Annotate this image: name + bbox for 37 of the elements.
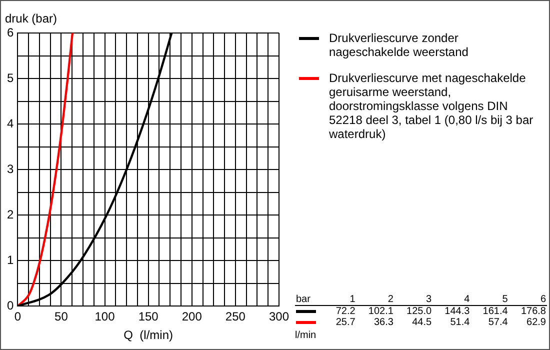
x-tick-label: 50: [54, 310, 68, 324]
text: 62.9: [526, 317, 547, 328]
text: 3: [394, 294, 433, 306]
y-tick-label: 4: [6, 116, 14, 130]
text: 57.4: [487, 317, 509, 328]
text: 2: [356, 294, 394, 306]
text: bar: [295, 294, 326, 306]
text: 6: [508, 294, 547, 306]
y-tick-label: 6: [6, 25, 14, 40]
text: 125.0: [406, 306, 433, 317]
text: 161.4: [482, 306, 509, 317]
y-tick-label: 2: [6, 207, 14, 222]
x-tick-label: 200: [182, 310, 202, 324]
y-tick-label: 1: [6, 252, 14, 267]
x-tick-label: 150: [138, 310, 159, 324]
text: 5: [470, 294, 509, 306]
y-tick-label: 5: [6, 70, 14, 85]
text: 102.1: [367, 306, 394, 317]
text: 44.5: [411, 317, 433, 328]
text: 36.3: [372, 317, 394, 328]
text: 72.2: [334, 306, 356, 317]
x-tick-label: 100: [94, 310, 116, 324]
y-tick-label: 3: [6, 162, 14, 176]
text: 4: [432, 294, 471, 306]
x-tick-label: 300: [268, 310, 290, 324]
x-tick-label: 250: [225, 310, 246, 324]
legend-label: Drukverliescurve zonder nageschakelde weerstand: [329, 31, 470, 59]
text: l/min: [295, 330, 318, 341]
x-axis-title: Q (l/min): [124, 328, 174, 342]
text: 25.7: [334, 317, 356, 328]
y-axis-title: druk (bar): [5, 11, 58, 26]
text: 51.4: [449, 317, 471, 328]
text: 1: [326, 294, 356, 306]
legend-label: Drukverliescurve met nageschakelde geruisarme weerstand, doorstromingsklasse volgens DIN 52218 deel 3, tabel 1 (0,80 l/s bij 3 bar waterdruk): [329, 71, 534, 141]
y-tick-label: 0: [6, 298, 14, 313]
text: 176.8: [520, 306, 547, 317]
text: 144.3: [444, 306, 471, 317]
